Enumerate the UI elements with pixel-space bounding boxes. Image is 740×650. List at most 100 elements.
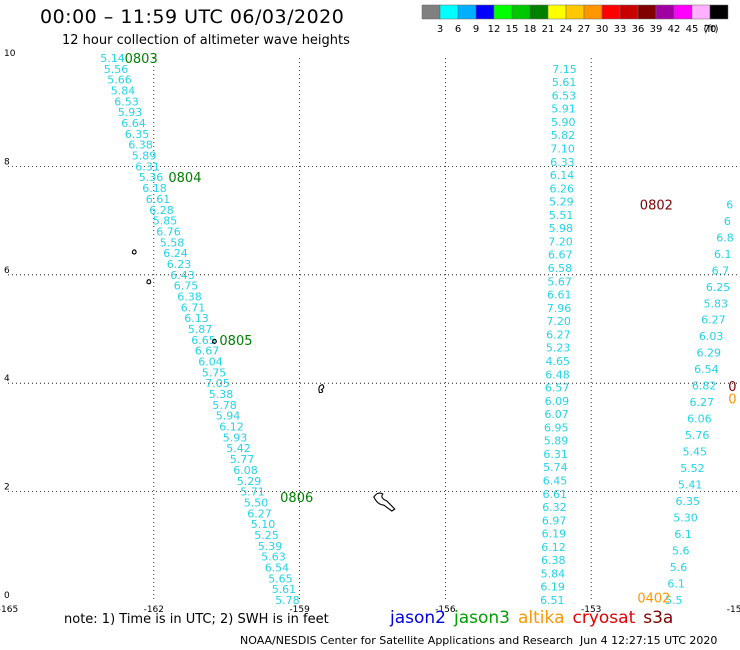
- wave-height-value: 6.38: [541, 554, 566, 567]
- wave-height-value: 5.14: [100, 52, 125, 65]
- pass-label: 0: [728, 380, 736, 395]
- wave-height-value: 6.04: [198, 356, 223, 369]
- map-subtitle: 12 hour collection of altimeter wave hei…: [62, 33, 350, 48]
- wave-height-value: 5.89: [132, 150, 157, 163]
- satellite-name: jason2: [390, 608, 446, 628]
- wave-height-value: 5.50: [244, 496, 269, 509]
- wave-height-value: 6.67: [548, 249, 573, 262]
- island-outline: [146, 279, 152, 285]
- generated-timestamp: Jun 4 12:27:15 UTC 2020: [580, 634, 718, 647]
- wave-height-value: 5.45: [683, 446, 708, 459]
- pass-label: 0402: [637, 591, 670, 606]
- wave-height-value: 6.31: [543, 448, 568, 461]
- y-tick-label: 8: [4, 157, 10, 167]
- legend-label: 36: [632, 24, 645, 35]
- wave-height-value: 6.54: [694, 363, 719, 376]
- wave-height-value: 5.39: [258, 540, 283, 553]
- wave-height-value: 5.74: [543, 461, 568, 474]
- island-outline: [211, 338, 217, 345]
- wave-height-value: 6.65: [191, 334, 216, 347]
- wave-height-value: 5.51: [549, 209, 574, 222]
- wave-height-value: 6.1: [667, 578, 685, 591]
- wave-height-value: 6.53: [552, 89, 577, 102]
- wave-height-value: 6.03: [699, 330, 724, 343]
- wave-height-value: 6.32: [542, 501, 567, 514]
- wave-height-value: 5.93: [118, 106, 143, 119]
- wave-height-value: 6.48: [545, 368, 570, 381]
- wave-height-value: 6.76: [156, 225, 181, 238]
- island-outline: [318, 384, 325, 394]
- pass-label: 0: [728, 392, 736, 407]
- wave-height-value: 5.6: [670, 561, 688, 574]
- wave-height-value: 6.57: [545, 382, 570, 395]
- satellite-name: cryosat: [572, 608, 636, 628]
- wave-height-value: 6.12: [219, 421, 244, 434]
- wave-height-value: 6.09: [545, 395, 570, 408]
- wave-height-value: 6.12: [541, 541, 566, 554]
- wave-height-value: 6.7: [712, 264, 730, 277]
- wave-height-value: 6.19: [542, 528, 567, 541]
- wave-height-value: 6.28: [149, 204, 174, 217]
- pass-label: 0802: [640, 198, 673, 213]
- wave-height-value: 5.67: [547, 275, 572, 288]
- wave-height-value: 6.43: [170, 269, 195, 282]
- island-outline: [131, 249, 137, 255]
- wave-height-value: 6.18: [142, 182, 167, 195]
- wave-height-value: 6.13: [184, 312, 209, 325]
- wave-height-value: 5.82: [551, 129, 576, 142]
- wave-height-value: 5.41: [678, 479, 703, 492]
- y-tick-label: 0: [4, 591, 10, 601]
- y-tick-label: 10: [4, 49, 16, 59]
- x-tick-label: -159: [289, 605, 310, 615]
- wave-height-value: 6: [724, 215, 731, 228]
- wave-height-value: 6.53: [114, 95, 139, 108]
- wave-height-value: 5.71: [240, 486, 265, 499]
- x-tick-label: -153: [581, 605, 601, 615]
- wave-height-value: 5.25: [254, 529, 279, 542]
- wave-height-value: 6.38: [128, 139, 153, 152]
- wave-height-value: 7.10: [550, 143, 575, 156]
- wave-height-value: 6.27: [247, 507, 272, 520]
- wave-height-value: 5.42: [226, 442, 251, 455]
- wave-height-value: 6.61: [146, 193, 171, 206]
- x-tick-label: -156: [435, 605, 456, 615]
- wave-height-value: 6.51: [540, 594, 565, 607]
- wave-height-value: 6.61: [547, 289, 572, 302]
- wave-height-value: 6.1: [674, 528, 692, 541]
- wave-height-value: 5.91: [551, 103, 576, 116]
- legend-label: 42: [668, 24, 681, 35]
- wave-height-value: 6.95: [544, 421, 569, 434]
- wave-height-value: 4.65: [546, 355, 571, 368]
- legend-label: 33: [614, 24, 627, 35]
- wave-height-value: 5.61: [272, 583, 297, 596]
- legend-label: 45: [686, 24, 699, 35]
- wave-height-value: 6.38: [177, 290, 202, 303]
- wave-height-value: 6.27: [546, 328, 571, 341]
- map-title: 00:00 – 11:59 UTC 06/03/2020: [40, 6, 345, 28]
- wave-height-value: 5.76: [685, 429, 710, 442]
- wave-height-value: 5.93: [223, 431, 248, 444]
- wave-height-value: 6.35: [676, 495, 701, 508]
- wave-height-value: 6.61: [543, 488, 568, 501]
- legend-label: 9: [473, 24, 479, 35]
- wave-height-value: 6.54: [265, 561, 290, 574]
- wave-height-value: 6.67: [195, 345, 220, 358]
- wave-height-value: 5.98: [549, 222, 574, 235]
- island-outline: [373, 492, 396, 512]
- legend-swatch: [709, 4, 729, 20]
- wave-height-value: 5.77: [230, 453, 255, 466]
- legend-label: 30: [596, 24, 609, 35]
- wave-height-value: 6.06: [687, 413, 712, 426]
- y-tick-label: 4: [4, 374, 10, 384]
- wave-height-value: 6.1: [714, 248, 732, 261]
- wave-height-value: 7.20: [546, 315, 571, 328]
- wave-height-value: 6.45: [543, 474, 568, 487]
- wave-height-value: 5.75: [202, 366, 227, 379]
- wave-height-value: 6.75: [174, 280, 199, 293]
- wave-height-value: 6.82: [692, 380, 717, 393]
- wave-height-value: 6.27: [701, 314, 726, 327]
- credit-text: NOAA/NESDIS Center for Satellite Applica…: [240, 634, 574, 647]
- wave-height-value: 5.84: [111, 85, 136, 98]
- wave-height-value: 6.23: [167, 258, 192, 271]
